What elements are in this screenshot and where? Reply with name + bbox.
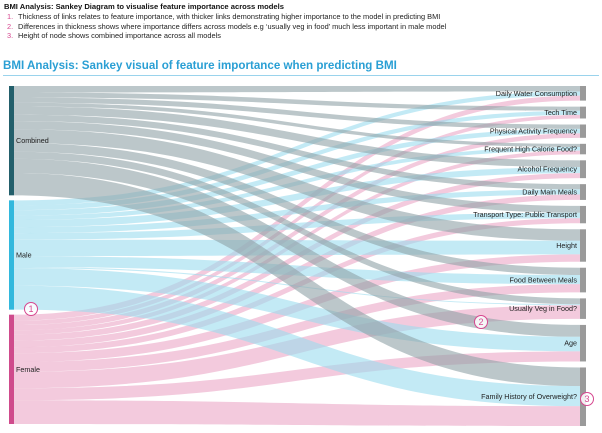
- marker-3: 3: [580, 392, 594, 406]
- target-node-food-between-meals: [580, 267, 586, 293]
- link-female-to-physical-activity-frequency: [14, 133, 580, 331]
- link-female-to-family-history-of-overweight: [14, 400, 580, 426]
- chart-title: BMI Analysis: Sankey visual of feature i…: [3, 59, 397, 72]
- target-node-height: [580, 229, 586, 262]
- target-node-age: [580, 324, 586, 362]
- link-male-to-age: [14, 268, 580, 352]
- target-label-daily-water-consumption: Daily Water Consumption: [496, 89, 577, 98]
- notes-list: 1. Thickness of links relates to feature …: [4, 12, 598, 41]
- target-label-height: Height: [556, 241, 577, 250]
- note-number: 1.: [7, 12, 14, 21]
- link-combined-to-usually-veg-in-food: [14, 151, 580, 305]
- link-combined-to-physical-activity-frequency: [14, 97, 580, 129]
- target-label-usually-veg-in-food: Usually Veg in Food?: [509, 304, 577, 313]
- target-node-usually-veg-in-food: [580, 298, 586, 319]
- target-label-age: Age: [564, 339, 577, 348]
- link-male-to-alcohol-frequency: [14, 167, 580, 228]
- source-node-male: [9, 200, 14, 310]
- sankey-labels: Combined Male Female Daily Water Consumptio…: [16, 89, 577, 401]
- target-label-food-between-meals: Food Between Meals: [509, 276, 577, 285]
- note-item: 1. Thickness of links relates to feature …: [4, 12, 598, 22]
- note-item: 2. Differences in thickness shows where i…: [4, 22, 598, 32]
- marker-number: 3: [584, 394, 589, 404]
- marker-number: 1: [28, 304, 33, 314]
- target-label-transport-type-public-transport: Transport Type: Public Transport: [473, 210, 577, 219]
- link-male-to-physical-activity-frequency: [14, 128, 580, 216]
- link-combined-to-food-between-meals: [14, 142, 580, 276]
- target-label-frequent-high-calorie-food: Frequent High Calorie Food?: [484, 145, 577, 154]
- marker-1: 1: [24, 302, 38, 316]
- link-female-to-tech-time: [14, 114, 580, 326]
- source-node-female: [9, 314, 14, 424]
- target-node-daily-main-meals: [580, 184, 586, 200]
- target-label-tech-time: Tech Time: [544, 108, 577, 117]
- notes-panel: BMI Analysis: Sankey Diagram to visualis…: [4, 2, 598, 41]
- target-node-daily-water-consumption: [580, 86, 586, 101]
- target-label-physical-activity-frequency: Physical Activity Frequency: [490, 127, 577, 136]
- sankey-links: [14, 86, 580, 426]
- notes-heading: BMI Analysis: Sankey Diagram to visualis…: [4, 2, 284, 11]
- link-female-to-food-between-meals: [14, 284, 580, 372]
- source-label-combined: Combined: [16, 136, 49, 145]
- marker-circle: [580, 392, 594, 406]
- marker-circle: [24, 302, 38, 316]
- note-number: 2.: [7, 21, 14, 31]
- target-node-frequent-high-calorie-food: [580, 143, 586, 155]
- target-label-alcohol-frequency: Alcohol Frequency: [517, 165, 577, 174]
- link-combined-to-height: [14, 129, 580, 241]
- marker-circle: [474, 315, 488, 329]
- link-female-to-alcohol-frequency: [14, 173, 580, 341]
- note-text: Height of node shows combined importance…: [18, 31, 221, 41]
- target-node-transport-type-public-transport: [580, 205, 586, 224]
- link-combined-to-alcohol-frequency: [14, 106, 580, 168]
- note-number: 3.: [7, 31, 14, 41]
- link-male-to-food-between-meals: [14, 256, 580, 285]
- note-item: 3. Height of node shows combined importan…: [4, 31, 598, 41]
- source-label-male: Male: [16, 251, 32, 260]
- source-label-female: Female: [16, 365, 40, 374]
- annotation-markers: 1 2 3: [24, 302, 594, 406]
- link-male-to-family-history-of-overweight: [14, 285, 580, 407]
- link-combined-to-daily-main-meals: [14, 114, 580, 190]
- link-combined-to-age: [14, 158, 580, 337]
- link-male-to-tech-time: [14, 110, 580, 211]
- target-node-alcohol-frequency: [580, 160, 586, 179]
- link-combined-to-family-history-of-overweight: [14, 173, 580, 387]
- note-text: Thickness of links relates to feature im…: [18, 12, 441, 21]
- marker-2: 2: [474, 315, 488, 329]
- link-male-to-daily-water-consumption: [14, 91, 580, 206]
- link-combined-to-tech-time: [14, 92, 580, 111]
- target-label-family-history-of-overweight: Family History of Overweight?: [481, 392, 577, 401]
- link-combined-to-daily-water-consumption: [14, 86, 580, 93]
- link-combined-to-frequent-high-calorie-food: [14, 102, 580, 148]
- target-node-tech-time: [580, 106, 586, 119]
- title-divider: [3, 75, 599, 76]
- link-combined-to-transport-type-public-transport: [14, 121, 580, 213]
- marker-number: 2: [478, 317, 483, 327]
- note-text: Differences in thickness shows where imp…: [18, 21, 447, 31]
- target-label-daily-main-meals: Daily Main Meals: [522, 188, 577, 197]
- target-node-physical-activity-frequency: [580, 124, 586, 138]
- source-node-combined: [9, 86, 14, 196]
